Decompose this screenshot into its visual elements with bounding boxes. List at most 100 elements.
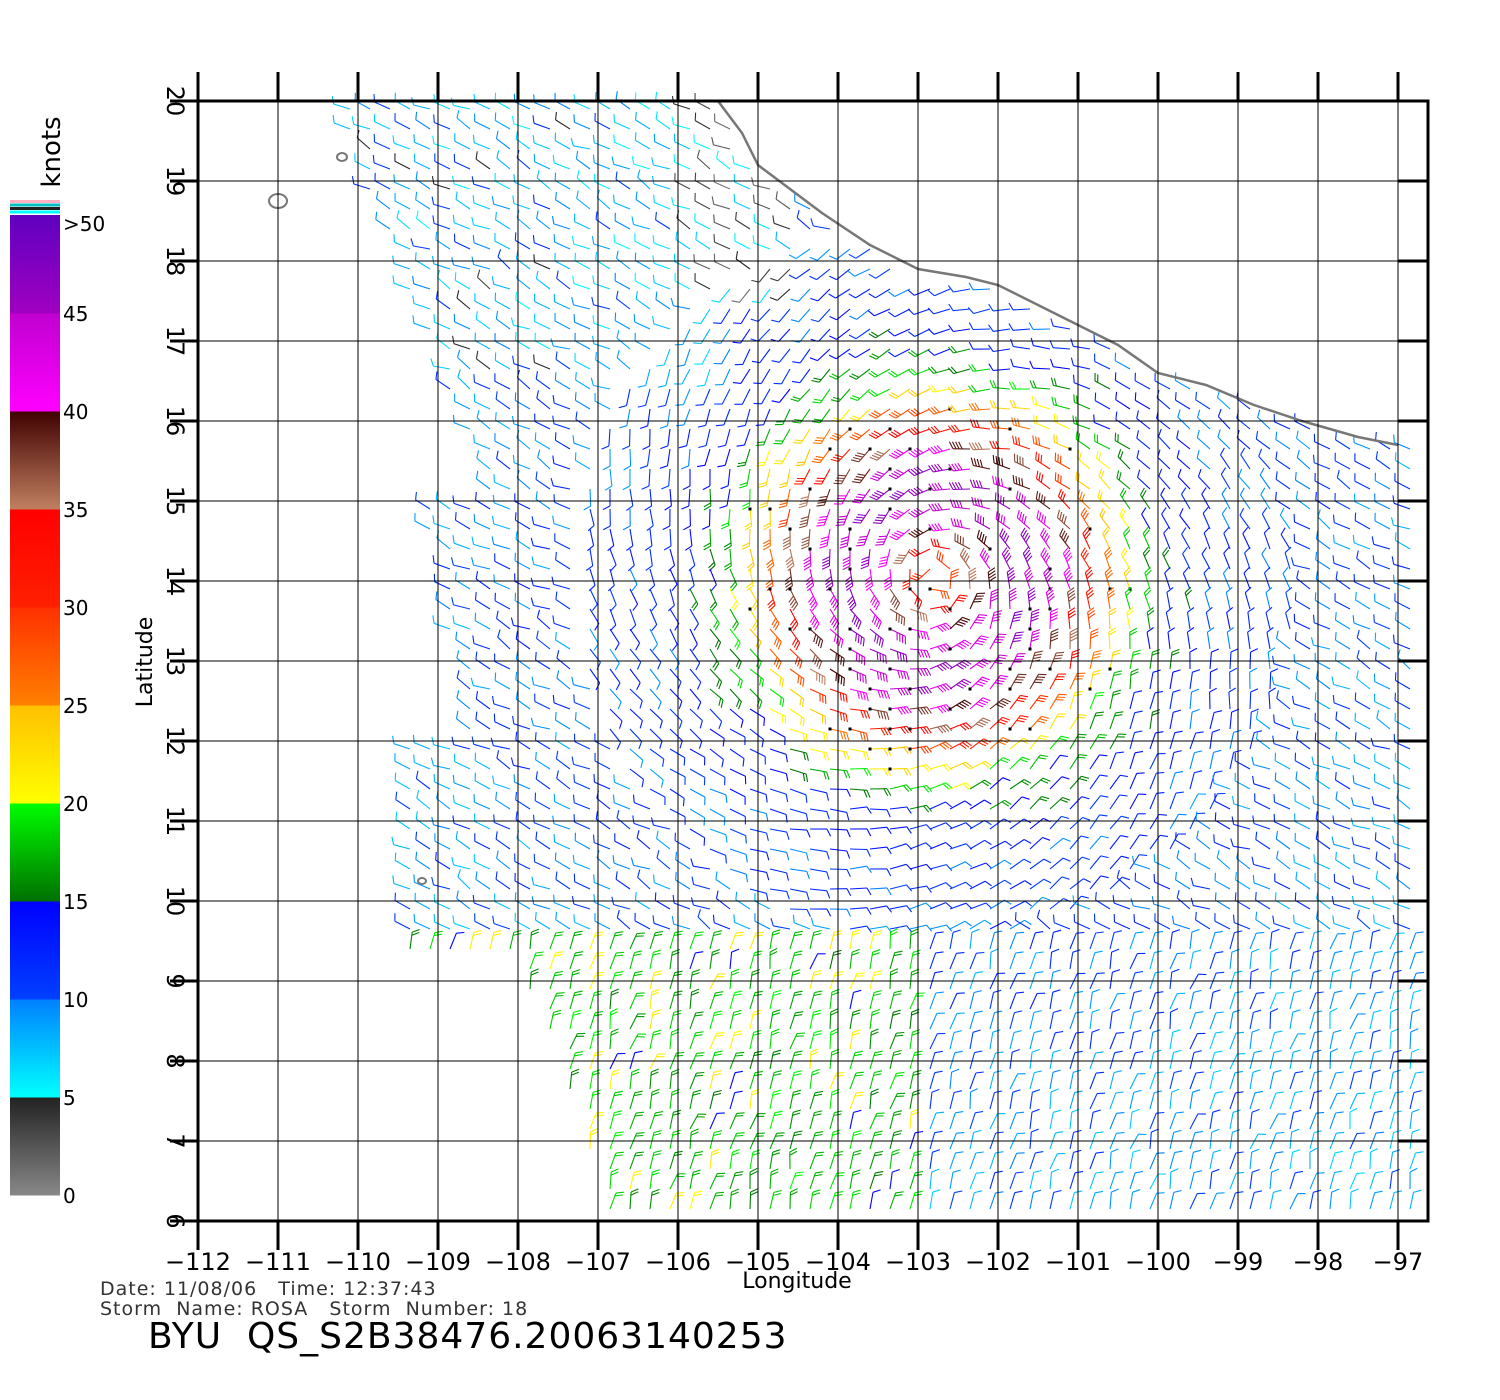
wind-barb	[967, 307, 991, 315]
wind-barb	[1069, 754, 1088, 770]
wind-barb	[829, 768, 851, 779]
wind-barb	[1374, 472, 1391, 490]
wind-barb	[629, 1111, 644, 1130]
wind-barb	[1356, 670, 1371, 690]
wind-barb	[1093, 414, 1111, 430]
wind-barb	[869, 808, 891, 818]
wind-barb	[789, 808, 809, 822]
wind-barb	[392, 255, 411, 270]
wind-barb	[729, 568, 738, 592]
wind-barb	[788, 627, 801, 651]
wind-barb	[869, 1008, 880, 1030]
wind-barb	[889, 1092, 906, 1110]
wind-barb	[1189, 1149, 1202, 1170]
wind-barb	[720, 468, 731, 490]
wind-barb	[432, 515, 451, 530]
wind-barb	[1249, 1133, 1267, 1150]
wind-barb	[433, 573, 451, 590]
wind-barb	[1209, 648, 1220, 670]
wind-barb	[749, 848, 770, 861]
wind-barb	[1129, 730, 1143, 750]
wind-barb	[1109, 876, 1130, 890]
wind-barb	[1040, 527, 1051, 550]
wind-barb	[555, 631, 571, 650]
wind-barb	[848, 368, 871, 380]
wind-barb	[759, 488, 771, 509]
wind-barb	[1149, 1173, 1167, 1190]
wind-barb	[749, 788, 768, 803]
wind-barb	[789, 868, 810, 880]
wind-barb	[1329, 950, 1343, 970]
wind-barb	[1393, 774, 1411, 790]
wind-barb	[714, 368, 731, 386]
wind-barb	[1149, 771, 1165, 790]
wind-barb	[475, 350, 491, 370]
wind-barb	[1223, 546, 1231, 570]
wind-barb	[1249, 1028, 1260, 1050]
wind-barb	[927, 348, 951, 356]
wind-barb	[969, 479, 991, 490]
wind-barb	[1273, 794, 1291, 810]
x-tick-label: −102	[965, 1248, 1031, 1276]
wind-barb	[1295, 490, 1311, 510]
wind-barb	[1255, 431, 1271, 450]
wind-barb	[1029, 1189, 1042, 1210]
wind-barb	[495, 310, 511, 330]
wind-barb	[929, 661, 953, 672]
wind-barb	[1354, 473, 1371, 490]
wind-barb	[473, 794, 491, 810]
wind-barb	[1229, 970, 1243, 990]
wind-barb	[689, 1190, 703, 1210]
wind-barb	[929, 1168, 940, 1190]
wind-barb	[754, 913, 771, 930]
wind-barb	[552, 815, 571, 830]
wind-barb	[1129, 1170, 1144, 1190]
wind-barb	[1030, 337, 1051, 350]
wind-barb	[789, 990, 803, 1010]
wind-barb	[729, 1171, 744, 1190]
wind-barb	[1164, 566, 1171, 590]
wind-barb	[789, 708, 805, 727]
wind-barb	[908, 726, 932, 735]
wind-barb	[795, 448, 811, 467]
wind-barb	[968, 282, 991, 291]
wind-barb	[1352, 875, 1371, 890]
wind-barb	[535, 371, 551, 390]
wind-barb	[1129, 1010, 1142, 1030]
wind-barb	[989, 440, 1011, 450]
wind-barb	[1011, 417, 1031, 430]
wind-barb	[749, 708, 766, 726]
wind-barb	[765, 568, 774, 592]
wind-barb	[744, 507, 753, 531]
wind-barb	[909, 568, 931, 582]
wind-barb	[646, 508, 654, 532]
wind-barb	[682, 469, 691, 491]
wind-barb	[1129, 1149, 1141, 1170]
wind-barb	[415, 770, 431, 790]
wind-barb	[1201, 487, 1211, 510]
wind-barb	[1354, 712, 1371, 730]
wind-barb	[709, 1148, 720, 1170]
wind-barb	[1176, 889, 1191, 910]
wind-barb	[496, 750, 511, 770]
wind-barb	[869, 905, 893, 913]
wind-barb	[709, 1032, 725, 1050]
wind-barb	[739, 468, 751, 489]
wind-barb	[770, 328, 791, 343]
wind-barb	[618, 388, 631, 409]
wind-barb	[1008, 673, 1027, 691]
wind-barb	[1126, 606, 1135, 630]
wind-barb	[669, 568, 678, 592]
wind-barb	[929, 902, 953, 910]
wind-barb	[849, 608, 862, 630]
wind-barb	[907, 368, 931, 376]
wind-barb	[1369, 1069, 1381, 1090]
wind-barb	[531, 556, 551, 570]
wind-barb	[1309, 1030, 1323, 1050]
wind-barb	[809, 828, 832, 837]
wind-barb	[1029, 673, 1047, 690]
wind-barb	[889, 687, 912, 696]
wind-barb	[653, 874, 671, 890]
wind-barb	[888, 468, 911, 480]
